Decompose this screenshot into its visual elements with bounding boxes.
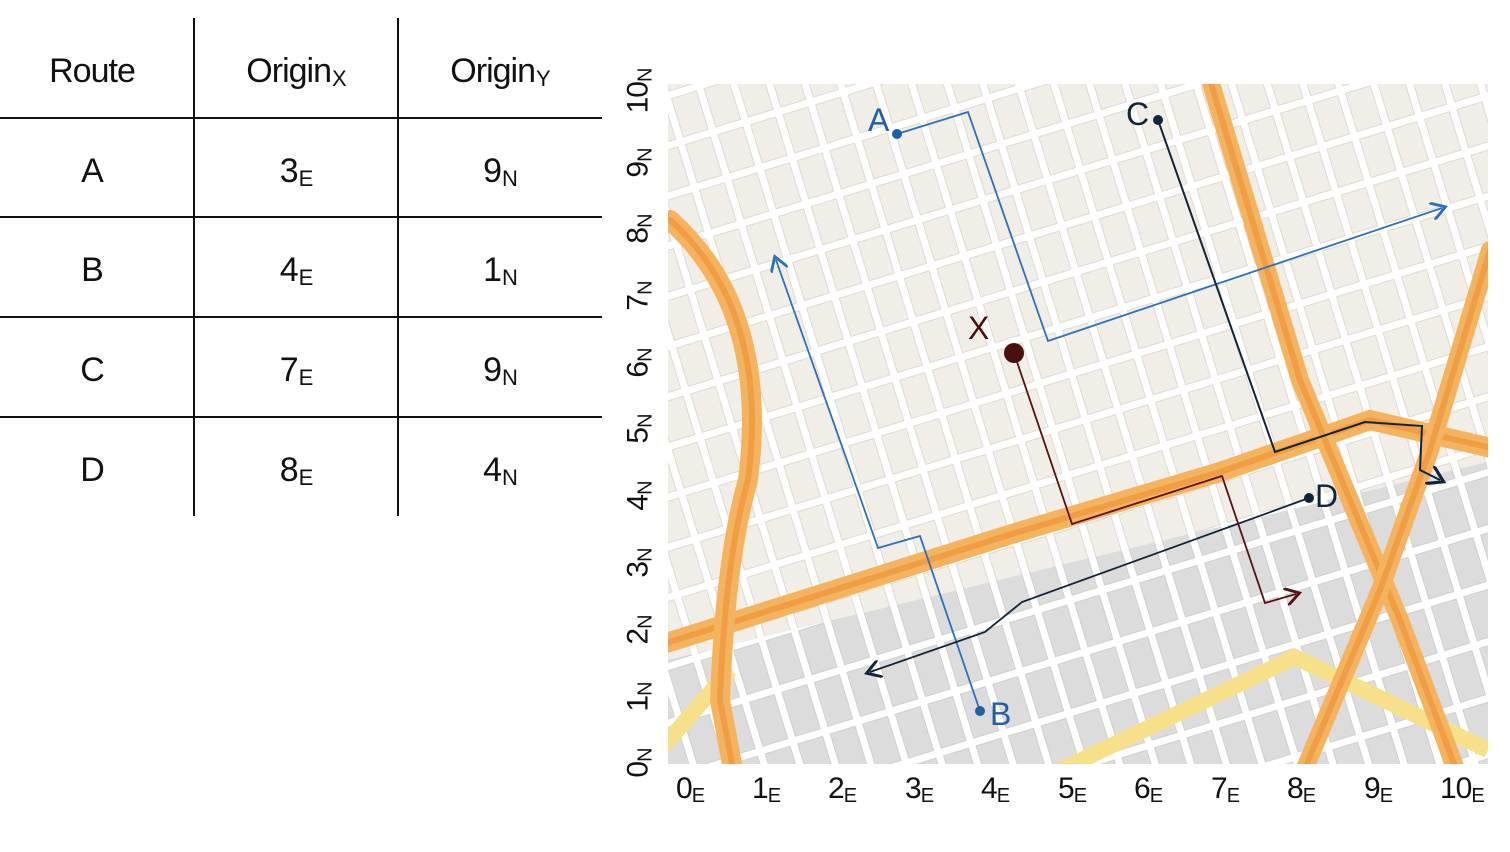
marker-a-dot [892,129,902,139]
x-tick-label: 8E [1287,772,1316,807]
x-tick-label: 0E [676,772,705,807]
route-d-path [870,497,1310,672]
marker-c-label: C [1126,96,1150,132]
x-tick-label: 3E [905,772,934,807]
gray-district-blocks [668,461,1488,764]
y-tick-label: 6N [621,348,657,378]
row-c-origin-y: 9N [483,351,518,390]
marker-d-dot [1304,493,1314,503]
x-tick-label: 9E [1364,772,1393,807]
routes-table: Route OriginX OriginY A 3E 9N B 4E 1N C … [0,18,602,516]
marker-b-label: B [990,696,1012,732]
row-a-origin-x: 3E [279,152,314,191]
x-tick-label: 4E [981,772,1010,807]
x-tick-label: 10E [1440,772,1485,807]
y-tick-label: 8N [621,214,657,244]
street-map: A B C D X 0E 1E 2E 3E 4E 5E 6E 7E 8E 9E … [620,60,1510,852]
row-d-origin-x: 8E [279,451,314,490]
row-b-origin-x: 4E [279,251,314,290]
table-divider [0,316,602,318]
marker-x-label: X [968,310,990,346]
header-origin-x: OriginX [246,52,346,91]
route-b-path [776,260,981,712]
route-a-path [896,110,1442,343]
table-divider [397,18,399,516]
y-tick-label: 5N [621,414,657,444]
table-divider [0,216,602,218]
table-divider [0,117,602,119]
route-x-path [1013,352,1296,603]
y-tick-label: 0N [621,748,657,778]
header-route: Route [49,52,136,90]
y-tick-label: 2N [621,615,657,645]
x-tick-label: 5E [1058,772,1087,807]
y-tick-label: 1N [621,682,657,712]
y-tick-label: 7N [621,281,657,311]
marker-x-dot [1004,343,1024,363]
x-tick-label: 6E [1134,772,1163,807]
route-c-path [1157,119,1440,480]
row-a-route: A [81,152,104,190]
x-tick-label: 7E [1211,772,1240,807]
row-a-origin-y: 9N [483,152,518,191]
row-c-route: C [80,351,105,389]
row-c-origin-x: 7E [279,351,314,390]
marker-a-label: A [868,102,890,138]
x-tick-label: 1E [752,772,781,807]
x-tick-label: 2E [828,772,857,807]
marker-c-dot [1153,115,1163,125]
marker-b-dot [975,706,985,716]
row-d-route: D [80,451,105,489]
y-tick-label: 10N [621,68,657,114]
table-divider [0,416,602,418]
y-tick-label: 4N [621,481,657,511]
marker-d-label: D [1315,478,1339,514]
map-canvas [668,84,1488,764]
table-divider [193,18,195,516]
row-b-origin-y: 1N [483,251,518,290]
row-d-origin-y: 4N [483,451,518,490]
row-b-route: B [81,251,104,289]
y-tick-label: 3N [621,548,657,578]
y-tick-label: 9N [621,148,657,178]
header-origin-y: OriginY [450,52,550,91]
highways [668,84,1488,764]
